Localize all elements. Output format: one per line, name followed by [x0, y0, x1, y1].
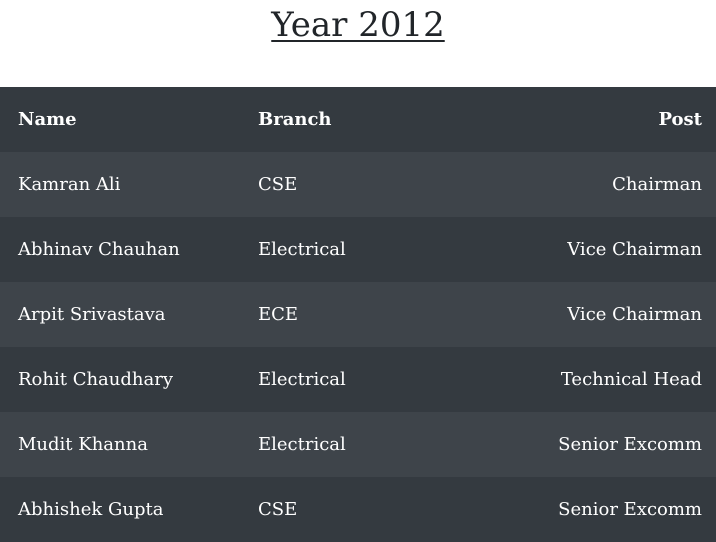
cell-name: Kamran Ali: [18, 174, 121, 195]
cell-branch: Electrical: [258, 369, 346, 390]
cell-name: Abhishek Gupta: [18, 499, 164, 520]
cell-branch: CSE: [258, 174, 298, 195]
cell-branch: ECE: [258, 304, 299, 325]
cell-name: Rohit Chaudhary: [18, 369, 174, 390]
column-header-name: Name: [0, 87, 239, 152]
table-row: Abhinav Chauhan Electrical Vice Chairman: [0, 217, 716, 282]
page-title: Year 2012: [271, 5, 445, 45]
table-body: Kamran Ali CSE Chairman Abhinav Chauhan …: [0, 152, 716, 542]
table-header: Name Branch Post: [0, 87, 716, 152]
header-row: Name Branch Post: [0, 87, 716, 152]
table-row: Arpit Srivastava ECE Vice Chairman: [0, 282, 716, 347]
committee-table: Name Branch Post Kamran Ali CSE Chairman…: [0, 87, 716, 542]
cell-name: Mudit Khanna: [18, 434, 148, 455]
cell-branch: Electrical: [258, 434, 346, 455]
cell-post: Vice Chairman: [567, 239, 702, 260]
column-header-post: Post: [478, 87, 716, 152]
table-row: Abhishek Gupta CSE Senior Excomm: [0, 477, 716, 542]
table-row: Kamran Ali CSE Chairman: [0, 152, 716, 217]
cell-post: Senior Excomm: [558, 434, 702, 455]
table-row: Mudit Khanna Electrical Senior Excomm: [0, 412, 716, 477]
column-header-branch: Branch: [239, 87, 478, 152]
table-row: Rohit Chaudhary Electrical Technical Hea…: [0, 347, 716, 412]
cell-post: Technical Head: [560, 369, 702, 390]
cell-post: Chairman: [612, 174, 702, 195]
cell-name: Abhinav Chauhan: [18, 239, 180, 260]
cell-branch: Electrical: [258, 239, 346, 260]
cell-branch: CSE: [258, 499, 298, 520]
cell-name: Arpit Srivastava: [18, 304, 166, 325]
cell-post: Senior Excomm: [558, 499, 702, 520]
cell-post: Vice Chairman: [567, 304, 702, 325]
